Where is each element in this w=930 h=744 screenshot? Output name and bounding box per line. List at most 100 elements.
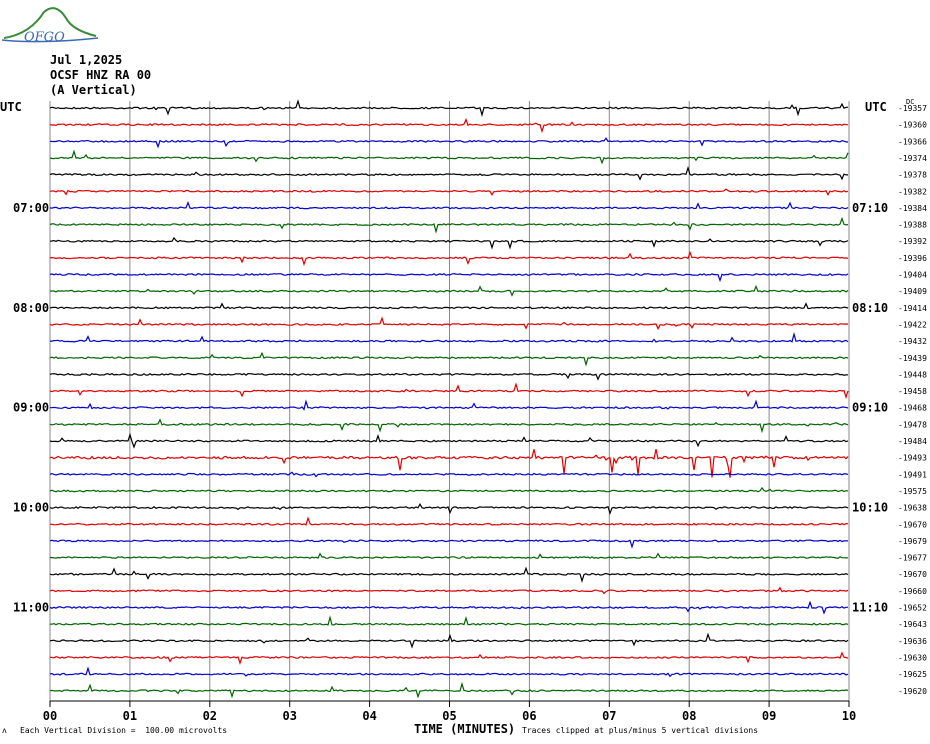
right-axis-label: UTC bbox=[865, 100, 887, 114]
seismic-trace bbox=[49, 284, 849, 297]
left-hour-label: 09:00 bbox=[13, 401, 49, 415]
x-tick-label: 00 bbox=[43, 709, 57, 723]
seismic-trace bbox=[49, 351, 849, 367]
left-hour-label: 11:00 bbox=[13, 601, 49, 615]
dc-offset-label: -19670 bbox=[898, 570, 927, 579]
dc-offset-label: -19392 bbox=[898, 237, 927, 246]
left-hour-label: 07:00 bbox=[13, 201, 49, 215]
right-hour-label: 11:10 bbox=[852, 601, 888, 615]
seismic-trace bbox=[49, 615, 849, 626]
x-tick-label: 08 bbox=[682, 709, 696, 723]
chart-traces bbox=[49, 99, 849, 699]
dc-offset-label: -19360 bbox=[898, 121, 927, 130]
header-date: Jul 1,2025 bbox=[50, 53, 123, 67]
x-tick-label: 04 bbox=[362, 709, 376, 723]
dc-offset-label: -19478 bbox=[898, 420, 927, 429]
x-tick-label: 10 bbox=[842, 709, 856, 723]
x-tick-label: 01 bbox=[123, 709, 137, 723]
right-hour-label: 09:10 bbox=[852, 401, 888, 415]
chart-labels: 00 01 02 03 04 05 06 07 08 09 10 -19357 -19360 -19366… bbox=[0, 98, 927, 736]
x-tick-label: 07 bbox=[602, 709, 616, 723]
seismic-trace bbox=[49, 382, 849, 400]
seismic-trace bbox=[49, 448, 849, 478]
dc-offset-label: -19468 bbox=[898, 404, 927, 413]
x-tick-label: 02 bbox=[203, 709, 217, 723]
x-tick-label: 03 bbox=[282, 709, 296, 723]
dc-offset-label: -19432 bbox=[898, 337, 927, 346]
dc-offset-label: -19575 bbox=[898, 487, 927, 496]
dc-offset-label: -19670 bbox=[898, 520, 927, 529]
chart-grid bbox=[49, 101, 850, 707]
scale-icon: ᴧ bbox=[2, 726, 7, 735]
dc-offset-label: -19378 bbox=[898, 171, 927, 180]
dc-offset-label: -19388 bbox=[898, 221, 927, 230]
dc-offset-label: -19382 bbox=[898, 187, 927, 196]
logo-swoosh bbox=[3, 7, 97, 39]
dc-offset-label: -19679 bbox=[898, 537, 927, 546]
seismic-trace bbox=[49, 99, 848, 118]
dc-offset-label: -19448 bbox=[898, 370, 927, 379]
clip-note: Traces clipped at plus/minus 5 vertical … bbox=[522, 726, 759, 735]
dc-offset-label: -19384 bbox=[898, 204, 927, 213]
dc-offset-label: -19638 bbox=[898, 504, 927, 513]
left-hour-label: 10:00 bbox=[13, 501, 49, 515]
dc-offset-label: -19636 bbox=[898, 637, 927, 646]
dc-offset-label: -19643 bbox=[898, 620, 927, 629]
logo-text: OFGO bbox=[24, 30, 65, 45]
seismic-trace bbox=[49, 188, 849, 196]
seismic-trace bbox=[49, 539, 848, 549]
dc-offset-label: -19660 bbox=[898, 587, 927, 596]
x-tick-label: 06 bbox=[522, 709, 536, 723]
left-axis-label: UTC bbox=[0, 100, 22, 114]
x-tick-label: 09 bbox=[762, 709, 776, 723]
seismic-trace bbox=[50, 399, 849, 411]
dc-offset-label: -19422 bbox=[898, 320, 927, 329]
seismic-trace bbox=[49, 432, 849, 449]
seismic-trace bbox=[49, 302, 849, 310]
dc-offset-label: -19357 bbox=[898, 104, 927, 113]
dc-offset-label: -19491 bbox=[898, 470, 927, 479]
seismic-trace bbox=[49, 600, 849, 615]
seismic-trace bbox=[49, 681, 849, 699]
seismic-trace bbox=[49, 272, 849, 283]
seismic-trace bbox=[49, 372, 849, 381]
seismic-trace bbox=[49, 471, 849, 478]
dc-offset-label: -19396 bbox=[898, 254, 927, 263]
seismic-trace bbox=[49, 201, 849, 210]
right-hour-label: 08:10 bbox=[852, 301, 888, 315]
seismic-trace bbox=[49, 250, 849, 267]
seismic-trace bbox=[49, 566, 849, 583]
seismic-trace bbox=[50, 331, 849, 343]
seismic-trace bbox=[49, 486, 849, 493]
dc-offset-label: -19652 bbox=[898, 604, 927, 613]
dc-header-label: DC bbox=[906, 98, 914, 106]
dc-offset-label: -19404 bbox=[898, 271, 927, 280]
dc-offset-label: -19620 bbox=[898, 687, 927, 696]
seismic-trace bbox=[49, 117, 849, 134]
dc-offset-label: -19677 bbox=[898, 554, 927, 563]
header-component: (A Vertical) bbox=[50, 83, 137, 97]
ofgo-logo: OFGO bbox=[1, 7, 99, 45]
seismic-trace bbox=[50, 651, 849, 666]
scale-note: Each Vertical Division = 100.00 microvol… bbox=[20, 726, 228, 735]
dc-offset-label: -19484 bbox=[898, 437, 927, 446]
logo-underline bbox=[1, 37, 99, 43]
dc-offset-label: -19374 bbox=[898, 154, 927, 163]
x-axis-title: TIME (MINUTES) bbox=[414, 722, 515, 736]
seismic-trace bbox=[50, 516, 849, 526]
seismic-trace bbox=[49, 418, 849, 434]
seismic-trace bbox=[49, 666, 849, 678]
seismic-trace bbox=[49, 149, 849, 165]
dc-offset-label: -19439 bbox=[898, 354, 927, 363]
seismic-trace bbox=[49, 586, 849, 595]
right-hour-label: 07:10 bbox=[852, 201, 888, 215]
seismic-trace bbox=[49, 632, 849, 649]
seismic-trace bbox=[49, 236, 849, 250]
dc-offset-label: -19630 bbox=[898, 653, 927, 662]
seismic-trace bbox=[49, 216, 849, 234]
x-tick-label: 05 bbox=[442, 709, 456, 723]
seismic-trace bbox=[49, 316, 849, 331]
dc-offset-label: -19366 bbox=[898, 137, 927, 146]
dc-offset-label: -19493 bbox=[898, 454, 927, 463]
